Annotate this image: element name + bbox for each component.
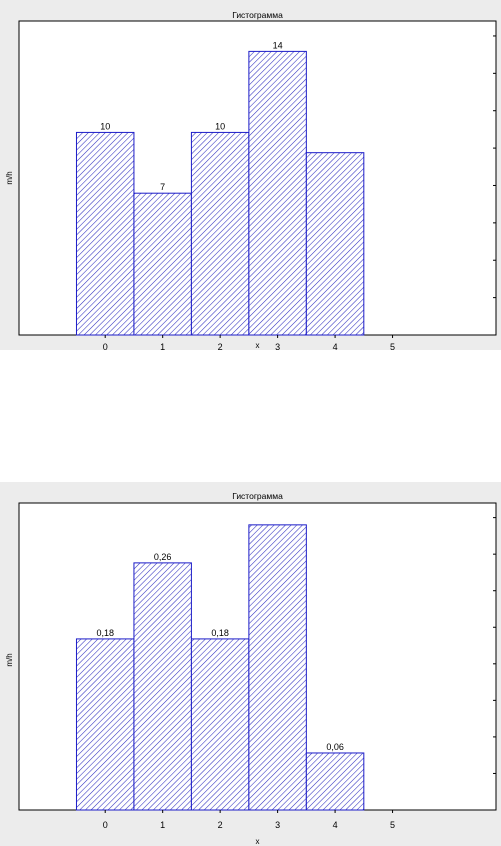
x-tick-label: 3 — [275, 820, 280, 830]
chart-title: Гистограмма — [232, 491, 283, 501]
x-tick-label: 0 — [103, 820, 108, 830]
y-axis-label: m/h — [5, 171, 14, 184]
y-axis-label: m/h — [5, 653, 14, 666]
bar-data-label: 0,06 — [326, 742, 344, 752]
x-tick-label: 0 — [103, 342, 108, 350]
bar-data-label: 7 — [160, 182, 165, 192]
x-tick-label: 5 — [390, 820, 395, 830]
bar-data-label: 14 — [273, 40, 283, 50]
histogram-bar — [190, 638, 250, 811]
x-tick-label: 1 — [160, 820, 165, 830]
x-tick-label: 2 — [218, 820, 223, 830]
x-tick-label: 4 — [333, 820, 338, 830]
bar-data-label: 10 — [215, 121, 225, 131]
histogram-bar — [75, 638, 135, 811]
bar-data-label: 0,18 — [211, 628, 229, 638]
histogram-chart-2: Гистограмма m/h 0,18 0,26 0,18 0,06 0 1 2 3 4 5 x — [0, 482, 501, 846]
bar-data-label: 0,26 — [154, 552, 172, 562]
histogram-svg-2: Гистограмма m/h 0,18 0,26 0,18 0,06 0 1 2 3 4 5 x — [5, 491, 497, 846]
histogram-svg-1: Гистограмма m/h 10 7 10 14 0 1 2 3 4 5 x — [5, 10, 497, 350]
x-tick-label: 5 — [390, 342, 395, 350]
histogram-bar — [305, 752, 365, 811]
histogram-bar — [190, 131, 250, 336]
histogram-bar — [248, 50, 307, 336]
histogram-chart-1: Гистограмма m/h 10 7 10 14 0 1 2 3 4 5 x — [0, 0, 501, 350]
x-tick-label: 3 — [275, 342, 280, 350]
histogram-bar — [133, 562, 192, 811]
histogram-bar — [133, 192, 192, 336]
x-axis-label: x — [256, 341, 260, 350]
histogram-bar — [305, 152, 365, 336]
x-tick-label: 2 — [218, 342, 223, 350]
x-axis-label: x — [256, 837, 260, 846]
bar-data-label: 0,18 — [96, 628, 114, 638]
bar-data-label: 10 — [100, 121, 110, 131]
chart-title: Гистограмма — [232, 10, 283, 20]
x-tick-label: 4 — [333, 342, 338, 350]
histogram-bar — [75, 131, 135, 336]
x-tick-label: 1 — [160, 342, 165, 350]
histogram-bar — [248, 524, 307, 811]
